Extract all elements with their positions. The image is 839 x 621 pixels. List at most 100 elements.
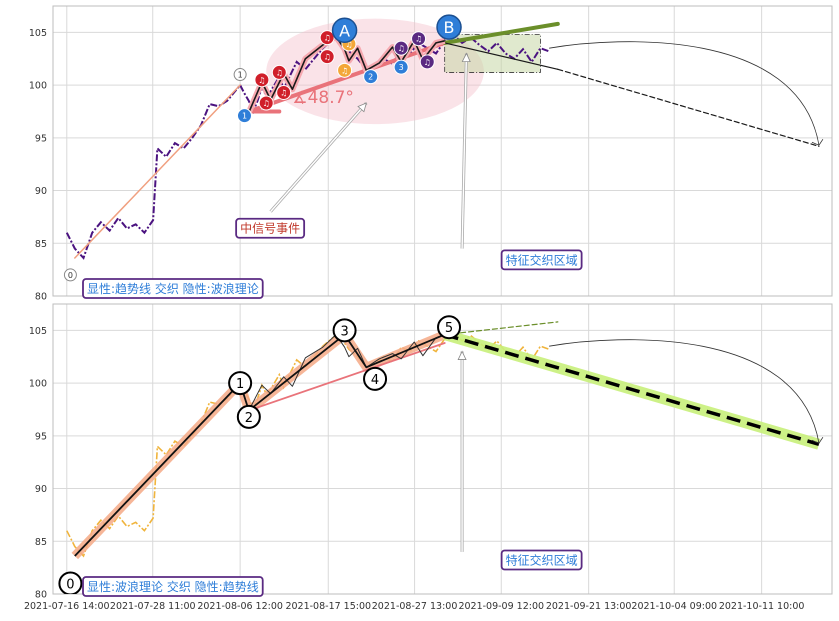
wave-marker	[236, 108, 252, 124]
wave-marker	[319, 30, 335, 46]
wave-marker	[319, 49, 335, 65]
wave-marker	[254, 72, 270, 88]
y-tick-label: 90	[35, 484, 47, 495]
forecast-line	[444, 332, 820, 446]
big-marker-label: B	[444, 18, 455, 37]
callout-box	[500, 249, 583, 271]
callout-box	[500, 549, 583, 571]
wave-marker	[393, 59, 409, 75]
wave-marker-label: ♫	[280, 88, 287, 97]
wave-marker	[63, 268, 77, 282]
x-tick-label: 2021-07-28 11:00	[110, 601, 196, 612]
callout-arrow-core	[270, 102, 367, 213]
callout-label: 中信号事件	[240, 221, 300, 236]
projection-arc	[549, 339, 820, 444]
wave-marker-label: ♫	[398, 44, 405, 53]
y-tick-label: 90	[35, 186, 47, 197]
wave-marker	[332, 318, 357, 343]
wave-marker-label: ♫	[324, 34, 331, 43]
wave-marker-label: 0	[68, 271, 73, 280]
y-tick-label: 95	[35, 133, 47, 144]
trend-line	[247, 342, 446, 412]
plot-area: 0 1 2 3 4 5	[58, 315, 824, 594]
x-tick-label: 2021-09-09 12:00	[458, 601, 544, 612]
wave-marker	[236, 404, 261, 429]
callout-label: 特征交织区域	[506, 552, 578, 567]
wave-marker-label: 1	[242, 112, 247, 121]
wave-marker-label: ♫	[345, 40, 352, 49]
wave-marker-label: ♫	[276, 68, 283, 77]
caption-box	[82, 278, 264, 299]
trend-line	[444, 321, 559, 336]
wave-marker	[233, 68, 247, 82]
wave-marker	[437, 315, 462, 340]
callout-arrowhead	[457, 350, 467, 360]
y-tick-label: 85	[35, 239, 47, 250]
angle-label: ∡48.7°	[292, 88, 354, 108]
wave-marker-label: ♫	[324, 53, 331, 62]
x-tick-label: 2021-08-06 12:00	[197, 601, 283, 612]
callout-arrowhead	[357, 102, 367, 113]
panel-caption: 显性:趋势线 交织 隐性:波浪理论	[87, 281, 259, 296]
y-tick-label: 105	[29, 28, 47, 39]
price-series-line	[65, 32, 550, 260]
callout-arrow-core	[461, 53, 468, 249]
wave-marker	[258, 95, 274, 111]
trend-line	[442, 21, 560, 45]
plot-frame	[52, 303, 833, 595]
caption-box	[82, 576, 264, 597]
wave-marker-label: ♫	[263, 99, 270, 108]
plot-frame	[52, 5, 833, 297]
wave-marker-label: ♫	[415, 35, 422, 44]
y-tick-label: 95	[35, 431, 47, 442]
x-tick-label: 2021-09-21 13:00	[546, 601, 632, 612]
wave-marker-label: 3	[399, 63, 404, 72]
big-marker	[436, 14, 462, 40]
callout-box	[235, 217, 306, 239]
wave-marker-label: 2	[245, 411, 253, 426]
wave-marker-label: 3	[340, 324, 348, 339]
wave-marker	[363, 366, 388, 391]
x-tick-label: 2021-08-27 13:00	[372, 601, 458, 612]
panel-caption: 显性:波浪理论 交织 隐性:趋势线	[87, 579, 259, 594]
trend-line	[74, 84, 241, 259]
wave-marker	[337, 62, 353, 78]
wave-marker	[58, 571, 83, 594]
y-tick-label: 105	[29, 326, 47, 337]
arc-arrowhead	[811, 138, 824, 146]
big-marker-label: A	[339, 21, 350, 40]
x-tick-label: 2021-08-17 15:00	[285, 601, 371, 612]
wave-band	[71, 330, 447, 560]
big-marker	[331, 17, 358, 44]
x-tick-label: 2021-10-04 09:00	[631, 601, 717, 612]
y-tick-label: 100	[29, 379, 47, 390]
wave-marker-label: 2	[368, 73, 373, 82]
wave-marker	[271, 64, 287, 80]
y-tick-label: 85	[35, 537, 47, 548]
y-tick-label: 80	[35, 590, 47, 601]
wave-marker-label: 4	[371, 373, 379, 388]
trend-line	[444, 42, 559, 70]
y-tick-label: 80	[35, 292, 47, 303]
callout-label: 特征交织区域	[506, 252, 578, 267]
wave-marker	[228, 371, 253, 396]
wave-marker	[393, 40, 409, 56]
x-tick-label: 2021-07-16 14:00	[24, 601, 110, 612]
wave-marker-label: 5	[445, 321, 453, 336]
wave-marker-label: 1	[238, 71, 243, 80]
wave-marker	[276, 84, 292, 100]
callout-arrowhead	[461, 52, 471, 63]
wave-marker-label: ♫	[341, 66, 348, 75]
plot-area: ∡48.7°011♫♫♫♫♫♫♫♫23♫♫♫A B	[63, 14, 824, 282]
wave-marker-label: 0	[66, 577, 74, 592]
y-tick-label: 100	[29, 81, 47, 92]
x-tick-label: 2021-10-11 10:00	[719, 601, 805, 612]
wave-marker-label: ♫	[258, 76, 265, 85]
wave-path	[74, 333, 446, 557]
wave-marker-label: 1	[236, 377, 244, 392]
price-series-line	[66, 331, 550, 558]
